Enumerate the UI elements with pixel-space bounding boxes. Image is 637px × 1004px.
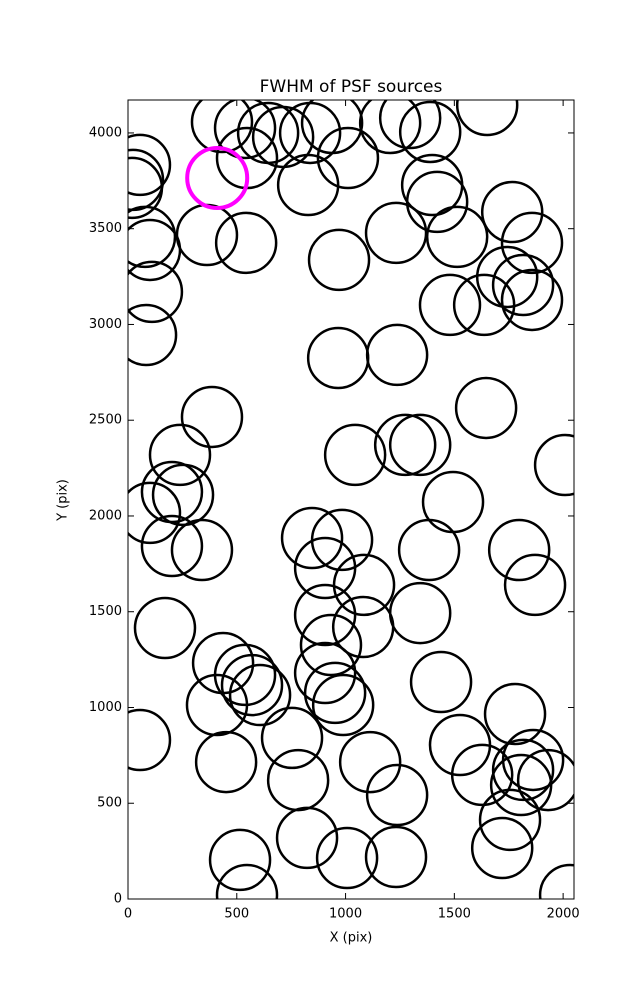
source-circle [388, 413, 452, 477]
y-tick-label: 2000 [89, 508, 122, 523]
source-circle [397, 518, 461, 582]
x-tick-label: 0 [124, 907, 132, 922]
source-circle [491, 253, 555, 317]
x-tick-label: 2000 [547, 907, 580, 922]
source-circle [338, 730, 402, 794]
y-tick-label: 2500 [89, 413, 122, 428]
source-circle [151, 463, 215, 527]
source-circle [491, 738, 555, 802]
chart-title: FWHM of PSF sources [260, 77, 443, 97]
source-circle [425, 205, 489, 269]
source-circle [190, 100, 254, 154]
source-circle [303, 661, 367, 725]
source-circle [293, 536, 357, 600]
source-circle [480, 180, 544, 244]
source-circle [180, 385, 244, 449]
x-tick-label: 1500 [438, 907, 471, 922]
source-circle [500, 268, 564, 332]
source-circle [405, 170, 469, 234]
source-circle [475, 245, 539, 309]
source-circle [133, 596, 197, 660]
source-circle [454, 376, 518, 440]
source-circle [275, 806, 339, 870]
y-axis-label: Y (pix) [56, 479, 71, 522]
source-circle [228, 663, 292, 727]
source-circle [378, 100, 442, 150]
x-axis-label: X (pix) [330, 931, 373, 946]
source-circle [311, 673, 375, 737]
source-circle [300, 100, 364, 155]
source-circle [128, 205, 177, 269]
y-tick-label: 0 [114, 892, 122, 907]
source-circle [409, 650, 473, 714]
source-circle [478, 788, 542, 852]
source-circle [364, 201, 428, 265]
source-circle [215, 863, 279, 899]
source-circle [489, 753, 553, 817]
y-tick-label: 500 [97, 796, 122, 811]
y-tick-label: 3500 [89, 221, 122, 236]
source-circle [128, 481, 182, 545]
source-circle [418, 273, 482, 337]
source-circle [538, 863, 574, 899]
plot-area [128, 100, 574, 899]
source-circle [214, 211, 278, 275]
source-circle [487, 518, 551, 582]
source-circle [316, 126, 380, 190]
source-circle [293, 583, 357, 647]
y-tick-label: 1000 [89, 700, 122, 715]
source-circle [293, 641, 357, 705]
source-circle [503, 553, 567, 617]
y-tick-label: 1500 [89, 604, 122, 619]
source-circle [452, 273, 516, 337]
source-circle [220, 653, 284, 717]
source-circle [170, 518, 234, 582]
source-circle [299, 613, 363, 677]
source-circle [140, 514, 204, 578]
source-circle [483, 682, 547, 746]
source-circle [315, 826, 379, 890]
source-circle [185, 673, 249, 737]
source-circle [280, 506, 344, 570]
y-tick-label: 4000 [89, 125, 122, 140]
plot-frame [127, 99, 575, 900]
source-circle [213, 100, 277, 160]
source-circle [358, 100, 422, 155]
source-circle [128, 260, 184, 324]
source-circle [364, 825, 428, 889]
y-tick-label: 3000 [89, 317, 122, 332]
highlight-circle [185, 145, 250, 210]
source-circle [455, 100, 519, 137]
source-circle [128, 303, 178, 367]
source-circle [398, 100, 462, 164]
source-circle [260, 706, 324, 770]
source-circle [470, 816, 534, 880]
x-tick-label: 500 [224, 907, 249, 922]
source-circle [148, 423, 212, 487]
source-circle [276, 153, 340, 217]
source-circle [365, 323, 429, 387]
source-circle [373, 413, 437, 477]
source-circle [516, 748, 574, 812]
source-circle [332, 553, 396, 617]
source-circle [128, 133, 172, 197]
source-circle [533, 433, 574, 497]
source-circle [323, 423, 387, 487]
source-circle [500, 211, 564, 275]
source-circle [307, 228, 371, 292]
source-circle [194, 730, 258, 794]
source-circle [365, 763, 429, 827]
source-circle [128, 708, 172, 772]
source-circle [208, 828, 272, 892]
source-circle [128, 156, 164, 220]
source-circle [388, 581, 452, 645]
x-tick-label: 1000 [329, 907, 362, 922]
source-circle [450, 743, 514, 807]
